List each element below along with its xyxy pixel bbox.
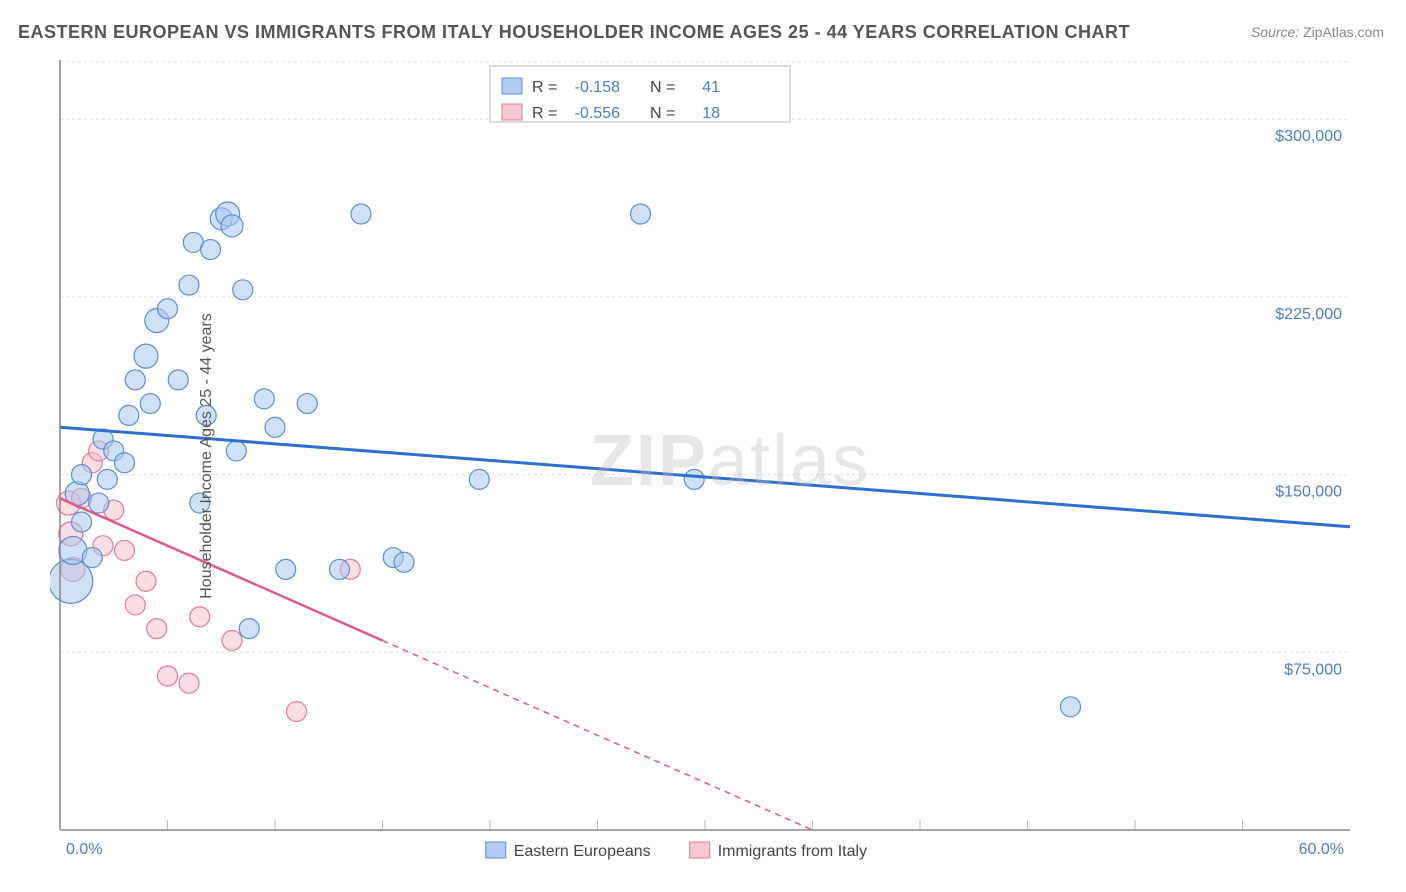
source-attribution: Source: ZipAtlas.com: [1251, 24, 1384, 40]
data-point: [97, 469, 117, 489]
stat-r-value: -0.158: [575, 79, 620, 96]
stat-n-value: 41: [702, 79, 720, 96]
data-point: [158, 666, 178, 686]
data-point: [221, 215, 243, 237]
data-point: [254, 389, 274, 409]
y-tick-label: $150,000: [1275, 484, 1342, 501]
data-point: [115, 453, 135, 473]
scatter-chart: $75,000 $150,000 $225,000 $300,000 0.0% 60.0%…: [50, 60, 1390, 882]
data-point: [201, 240, 221, 260]
x-tick-label: 60.0%: [1299, 841, 1344, 858]
data-point: [89, 493, 109, 513]
data-point: [125, 370, 145, 390]
legend-swatch: [502, 78, 522, 94]
data-point: [330, 559, 350, 579]
legend-swatch: [690, 842, 710, 858]
stat-n-value: 18: [702, 105, 720, 122]
y-tick-label: $75,000: [1284, 661, 1342, 678]
data-point: [115, 540, 135, 560]
y-tick-label: $300,000: [1275, 128, 1342, 145]
data-point: [147, 619, 167, 639]
data-point: [297, 394, 317, 414]
data-point: [125, 595, 145, 615]
chart-area: Householder Income Ages 25 - 44 years $7…: [50, 60, 1388, 852]
data-point: [140, 394, 160, 414]
data-point: [351, 204, 371, 224]
data-point: [134, 344, 158, 368]
source-value: ZipAtlas.com: [1303, 24, 1384, 40]
data-point: [394, 552, 414, 572]
data-point: [158, 299, 178, 319]
data-point: [684, 469, 704, 489]
source-label: Source:: [1251, 24, 1299, 40]
legend-swatch: [502, 104, 522, 120]
data-point: [168, 370, 188, 390]
legend-label: Immigrants from Italy: [718, 843, 867, 860]
y-axis-label: Householder Income Ages 25 - 44 years: [198, 313, 216, 599]
data-point: [222, 630, 242, 650]
stat-n-label: N =: [650, 105, 675, 122]
data-point: [469, 469, 489, 489]
stat-r-value: -0.556: [575, 105, 620, 122]
data-point: [1061, 697, 1081, 717]
chart-title: EASTERN EUROPEAN VS IMMIGRANTS FROM ITAL…: [18, 22, 1130, 43]
data-point: [82, 548, 102, 568]
x-tick-label: 0.0%: [66, 841, 102, 858]
legend-label: Eastern Europeans: [514, 843, 651, 860]
data-point: [119, 405, 139, 425]
trend-line: [60, 427, 1350, 527]
data-point: [265, 417, 285, 437]
data-point: [179, 673, 199, 693]
data-point: [179, 275, 199, 295]
data-point: [136, 571, 156, 591]
data-point: [276, 559, 296, 579]
data-point: [239, 619, 259, 639]
data-point: [190, 607, 210, 627]
data-point: [226, 441, 246, 461]
data-point: [631, 204, 651, 224]
y-tick-label: $225,000: [1275, 306, 1342, 323]
data-point: [233, 280, 253, 300]
legend-swatch: [486, 842, 506, 858]
trend-line-dashed: [383, 640, 813, 830]
stat-r-label: R =: [532, 79, 557, 96]
stat-r-label: R =: [532, 105, 557, 122]
data-point: [72, 465, 92, 485]
data-point: [72, 512, 92, 532]
data-point: [287, 702, 307, 722]
stat-n-label: N =: [650, 79, 675, 96]
